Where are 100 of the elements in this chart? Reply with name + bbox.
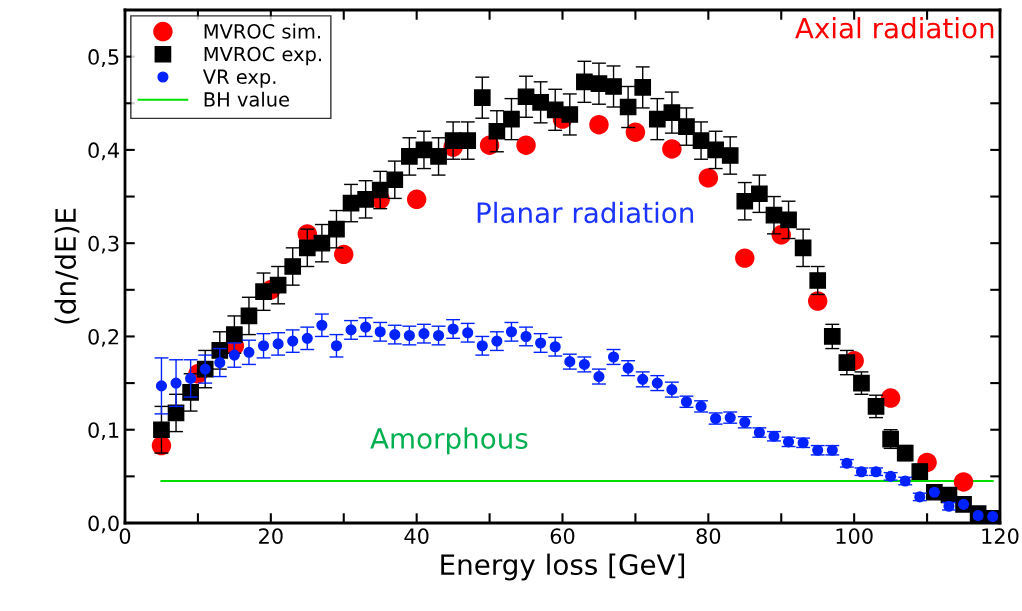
- point: [662, 139, 682, 159]
- point: [406, 189, 427, 210]
- point: [447, 323, 459, 335]
- point: [535, 337, 547, 349]
- point: [330, 340, 343, 352]
- point: [605, 78, 622, 95]
- point: [185, 372, 197, 384]
- y-tick-label: 0,4: [88, 142, 119, 161]
- point: [488, 122, 506, 140]
- point: [389, 329, 401, 341]
- point: [170, 377, 182, 389]
- point: [516, 135, 536, 155]
- point: [735, 248, 755, 268]
- point: [257, 340, 270, 352]
- point: [721, 147, 739, 164]
- y-tick-label: 0,1: [88, 422, 119, 441]
- point: [736, 192, 754, 210]
- point: [214, 357, 226, 369]
- point: [272, 338, 284, 350]
- point: [794, 239, 812, 257]
- point: [520, 330, 532, 343]
- point: [386, 171, 404, 189]
- point: [491, 335, 503, 347]
- point: [403, 329, 415, 342]
- x-tick-label: 40: [404, 528, 429, 544]
- point: [503, 110, 520, 128]
- point: [807, 291, 828, 311]
- point: [880, 388, 901, 408]
- point: [634, 79, 652, 96]
- point: [953, 472, 974, 492]
- point: [678, 118, 695, 135]
- point: [167, 404, 185, 422]
- point: [867, 398, 885, 415]
- point: [576, 73, 593, 91]
- point: [371, 181, 389, 199]
- point: [430, 148, 447, 165]
- point: [357, 191, 374, 208]
- x-axis-title: Energy loss [GeV]: [441, 553, 685, 581]
- point: [269, 276, 287, 294]
- y-tick-label: 0,2: [88, 328, 119, 347]
- point: [459, 132, 477, 149]
- point: [698, 168, 719, 188]
- point: [809, 272, 827, 289]
- legend-label: BH value: [204, 91, 289, 107]
- point: [298, 239, 316, 257]
- legend-label: MVROC exp.: [204, 46, 321, 66]
- point: [313, 234, 331, 252]
- point: [243, 346, 255, 358]
- x-tick-label: 60: [550, 528, 575, 544]
- point: [418, 328, 430, 340]
- point: [155, 380, 168, 392]
- point: [625, 122, 646, 142]
- x-tick-label: 120: [982, 528, 1019, 544]
- point: [462, 327, 474, 339]
- point: [838, 354, 856, 371]
- point: [473, 89, 491, 107]
- point: [517, 88, 535, 106]
- point: [546, 101, 564, 119]
- annotation: Amorphous: [370, 427, 528, 455]
- point: [228, 349, 240, 361]
- point: [328, 220, 345, 238]
- point: [316, 319, 328, 331]
- point: [334, 244, 354, 265]
- point: [911, 463, 929, 481]
- y-axis-title: (dn/dE)E: [54, 208, 80, 324]
- y-tick-label: 0,5: [88, 49, 119, 67]
- x-tick-label: 80: [696, 528, 721, 544]
- point: [287, 335, 299, 347]
- annotation: Planar radiation: [477, 201, 694, 224]
- legend-label: MVROC sim.: [204, 23, 320, 39]
- point: [780, 211, 797, 229]
- point: [549, 341, 561, 353]
- point: [619, 98, 637, 116]
- point: [692, 132, 710, 149]
- point: [765, 206, 783, 224]
- point: [401, 148, 418, 165]
- point: [360, 321, 372, 333]
- annotation: Axial radiation: [795, 17, 994, 39]
- x-tick-label: 0: [119, 528, 131, 544]
- point: [153, 421, 170, 439]
- point: [432, 329, 445, 342]
- point: [284, 258, 302, 275]
- point: [751, 185, 768, 203]
- point: [476, 340, 488, 352]
- point: [374, 326, 386, 338]
- point: [707, 141, 724, 159]
- point: [663, 104, 681, 121]
- point: [255, 283, 272, 301]
- point: [301, 332, 313, 344]
- y-tick-label: 0,3: [88, 235, 119, 254]
- legend-label: VR exp.: [202, 69, 276, 88]
- point: [561, 106, 579, 123]
- y-tick-label: 0,0: [88, 515, 119, 534]
- point: [648, 110, 666, 128]
- point: [505, 326, 518, 338]
- point: [823, 328, 841, 345]
- x-tick-label: 100: [836, 528, 873, 544]
- point: [589, 115, 609, 135]
- point: [345, 324, 357, 336]
- point: [211, 342, 229, 359]
